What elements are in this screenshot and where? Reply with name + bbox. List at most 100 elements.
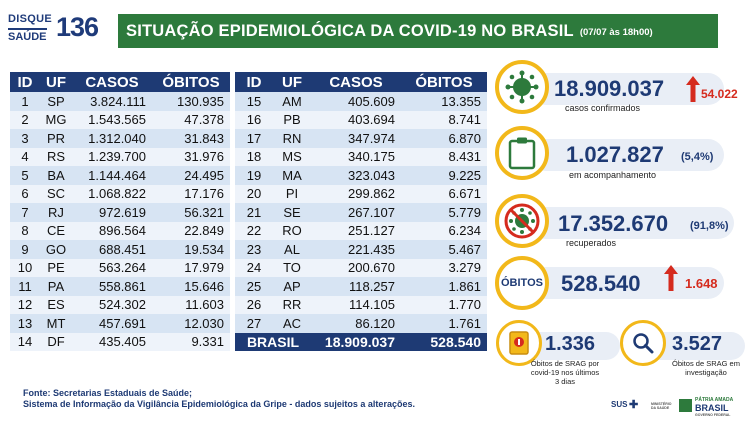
- cell-id: 15: [235, 92, 273, 111]
- table-row: 22 RO 251.127 6.234: [235, 221, 487, 240]
- cell-cases: 1.144.464: [72, 166, 152, 185]
- cell-cases: 524.302: [72, 295, 152, 314]
- plus-icon: ✚: [629, 399, 639, 411]
- governo-federal: GOVERNO FEDERAL: [695, 413, 731, 417]
- table-row: 2 MG 1.543.565 47.378: [10, 110, 230, 129]
- cell-deaths: 1.761: [401, 314, 487, 333]
- cell-cases: 1.543.565: [72, 110, 152, 129]
- total-label: BRASIL: [235, 332, 311, 351]
- cell-uf: PR: [40, 129, 72, 148]
- table-row: 1 SP 3.824.111 130.935: [10, 92, 230, 111]
- cell-deaths: 19.534: [152, 240, 230, 259]
- cell-uf: BA: [40, 166, 72, 185]
- cell-uf: MA: [273, 166, 311, 185]
- cell-deaths: 15.646: [152, 277, 230, 296]
- cell-id: 11: [10, 277, 40, 296]
- cell-deaths: 8.431: [401, 147, 487, 166]
- cell-id: 6: [10, 184, 40, 203]
- cell-deaths: 13.355: [401, 92, 487, 111]
- table-row: 23 AL 221.435 5.467: [235, 240, 487, 259]
- monitoring-value: 1.027.827: [566, 142, 664, 167]
- cell-cases: 267.107: [311, 203, 401, 222]
- cell-id: 10: [10, 258, 40, 277]
- cell-cases: 688.451: [72, 240, 152, 259]
- table-row: 15 AM 405.609 13.355: [235, 92, 487, 111]
- cell-uf: DF: [40, 332, 72, 351]
- cell-cases: 86.120: [311, 314, 401, 333]
- cell-cases: 347.974: [311, 129, 401, 148]
- confirmed-new: 54.022: [701, 87, 738, 101]
- cell-uf: RJ: [40, 203, 72, 222]
- confirmed-value: 18.909.037: [554, 76, 665, 101]
- no-virus-icon: [504, 203, 540, 239]
- no-virus-icon-circle: [495, 194, 549, 248]
- cell-cases: 299.862: [311, 184, 401, 203]
- srag-deaths-label-line: Óbitos de SRAG por: [530, 359, 600, 368]
- cell-uf: PA: [40, 277, 72, 296]
- confirmed-label: casos confirmados: [565, 103, 641, 113]
- cell-cases: 563.264: [72, 258, 152, 277]
- cell-uf: RO: [273, 221, 311, 240]
- col-header-uf: UF: [273, 72, 311, 92]
- cell-deaths: 9.225: [401, 166, 487, 185]
- table-row: 16 PB 403.694 8.741: [235, 110, 487, 129]
- table-row: 17 RN 347.974 6.870: [235, 129, 487, 148]
- cell-uf: AP: [273, 277, 311, 296]
- cell-deaths: 22.849: [152, 221, 230, 240]
- cell-cases: 1.312.040: [72, 129, 152, 148]
- recovered-value: 17.352.670: [558, 211, 669, 236]
- cell-cases: 118.257: [311, 277, 401, 296]
- table-row: 4 RS 1.239.700 31.976: [10, 147, 230, 166]
- col-header-id: ID: [235, 72, 273, 92]
- states-table-left-body: 1 SP 3.824.111 130.935 2 MG 1.543.565 47.378 3 PR…: [10, 92, 230, 351]
- coffin-icon: [509, 331, 529, 355]
- table-row: 10 PE 563.264 17.979: [10, 258, 230, 277]
- table-row: 20 PI 299.862 6.671: [235, 184, 487, 203]
- cell-cases: 340.175: [311, 147, 401, 166]
- cell-id: 18: [235, 147, 273, 166]
- cell-uf: GO: [40, 240, 72, 259]
- patria-amada: PÁTRIA AMADA: [695, 397, 734, 403]
- col-header-cases: CASOS: [72, 72, 152, 92]
- cell-cases: 435.405: [72, 332, 152, 351]
- cell-deaths: 3.279: [401, 258, 487, 277]
- clipboard-icon: [508, 137, 536, 170]
- cell-id: 9: [10, 240, 40, 259]
- cell-deaths: 5.779: [401, 203, 487, 222]
- cell-uf: PI: [273, 184, 311, 203]
- cell-uf: RN: [273, 129, 311, 148]
- cell-cases: 1.068.822: [72, 184, 152, 203]
- col-header-id: ID: [10, 72, 40, 92]
- cell-cases: 221.435: [311, 240, 401, 259]
- cell-deaths: 9.331: [152, 332, 230, 351]
- cell-id: 20: [235, 184, 273, 203]
- table-row: 26 RR 114.105 1.770: [235, 295, 487, 314]
- table-row: 5 BA 1.144.464 24.495: [10, 166, 230, 185]
- cell-deaths: 6.870: [401, 129, 487, 148]
- cell-deaths: 5.467: [401, 240, 487, 259]
- virus-icon: [505, 70, 539, 104]
- title-banner: SITUAÇÃO EPIDEMIOLÓGICA DA COVID-19 NO B…: [118, 14, 718, 48]
- cell-id: 5: [10, 166, 40, 185]
- cell-uf: SC: [40, 184, 72, 203]
- col-header-deaths: ÓBITOS: [152, 72, 230, 92]
- table-row: 19 MA 323.043 9.225: [235, 166, 487, 185]
- gov-logos: SUS ✚ MINISTÉRIO DA SAÚDE PÁTRIA AMADA B…: [611, 396, 751, 418]
- deaths-badge-circle: ÓBITOS: [495, 256, 549, 310]
- table-row: 27 AC 86.120 1.761: [235, 314, 487, 333]
- cell-id: 16: [235, 110, 273, 129]
- cell-uf: MS: [273, 147, 311, 166]
- cell-id: 27: [235, 314, 273, 333]
- table-row: 13 MT 457.691 12.030: [10, 314, 230, 333]
- logo-line2: SAÚDE: [8, 28, 47, 43]
- sus-logo: SUS: [611, 400, 628, 409]
- srag-deaths-value: 1.336: [545, 333, 596, 355]
- cell-id: 4: [10, 147, 40, 166]
- col-header-deaths: ÓBITOS: [401, 72, 487, 92]
- page-title: SITUAÇÃO EPIDEMIOLÓGICA DA COVID-19 NO B…: [126, 21, 574, 40]
- update-date: (07/07 às 18h00): [579, 27, 653, 38]
- table-row: 24 TO 200.670 3.279: [235, 258, 487, 277]
- cell-deaths: 47.378: [152, 110, 230, 129]
- srag-investigation-label-line: investigação: [685, 368, 727, 377]
- deaths-value: 528.540: [561, 271, 641, 296]
